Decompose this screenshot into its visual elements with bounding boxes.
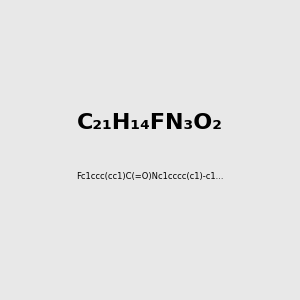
Text: Fc1ccc(cc1)C(=O)Nc1cccc(c1)-c1...: Fc1ccc(cc1)C(=O)Nc1cccc(c1)-c1... xyxy=(76,172,224,182)
Text: C₂₁H₁₄FN₃O₂: C₂₁H₁₄FN₃O₂ xyxy=(77,113,223,133)
